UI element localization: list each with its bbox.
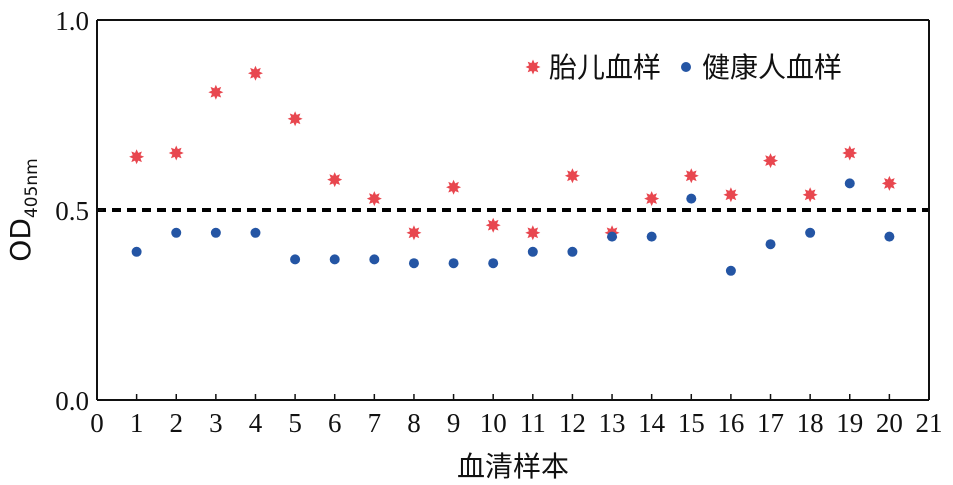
fetal-sample-point — [247, 65, 263, 81]
legend-label-fetal: 胎儿血样 — [549, 51, 661, 84]
healthy-sample-point — [488, 258, 499, 269]
healthy-sample-point — [607, 231, 618, 242]
healthy-sample-point — [290, 254, 301, 265]
healthy-sample-point — [844, 178, 855, 189]
x-tick-label: 11 — [520, 408, 546, 438]
x-tick-label: 7 — [368, 408, 382, 438]
x-tick-label: 21 — [916, 408, 943, 438]
tick-labels: 0 1 2 3 4 5 6 7 8 9 10 11 12 13 14 15 16 17 18 19 20 210.00.5… — [55, 6, 942, 438]
x-tick-label: 16 — [717, 408, 744, 438]
fetal-sample-point — [763, 153, 779, 169]
x-tick-label: 15 — [678, 408, 705, 438]
x-tick-label: 5 — [288, 408, 302, 438]
y-tick-label: 0.0 — [55, 386, 89, 416]
healthy-sample-point — [765, 239, 776, 250]
healthy-sample-point — [646, 231, 657, 242]
healthy-sample-point — [567, 246, 578, 257]
x-tick-label: 9 — [447, 408, 461, 438]
legend-marker-healthy — [681, 62, 691, 72]
x-tick-label: 2 — [169, 408, 183, 438]
fetal-sample-point — [525, 225, 541, 241]
x-tick-label: 1 — [130, 408, 144, 438]
healthy-sample-point — [329, 254, 340, 265]
legend: 胎儿血样 健康人血样 — [525, 51, 842, 84]
y-tick-label: 1.0 — [55, 6, 89, 36]
healthy-sample-point — [250, 227, 261, 238]
x-tick-label: 18 — [797, 408, 824, 438]
fetal-sample-point — [168, 145, 184, 161]
fetal-sample-point — [881, 175, 897, 191]
x-tick-label: 4 — [249, 408, 263, 438]
fetal-sample-point — [842, 145, 858, 161]
fetal-sample-point — [327, 172, 343, 188]
healthy-sample-point — [448, 258, 459, 269]
x-tick-label: 6 — [328, 408, 342, 438]
healthy-sample-point — [805, 227, 816, 238]
fetal-sample-point — [802, 187, 818, 203]
y-axis-title: OD405nm — [4, 158, 42, 261]
fetal-sample-point — [564, 168, 580, 184]
x-tick-label: 17 — [757, 408, 784, 438]
healthy-sample-point — [131, 246, 142, 257]
data-points — [129, 65, 897, 276]
fetal-sample-point — [644, 191, 660, 207]
fetal-sample-point — [485, 217, 501, 233]
healthy-sample-point — [171, 227, 182, 238]
x-tick-label: 14 — [638, 408, 666, 438]
x-tick-label: 0 — [90, 408, 104, 438]
y-axis-title-subscript: 405nm — [22, 158, 42, 218]
fetal-sample-point — [406, 225, 422, 241]
legend-marker-fetal — [525, 59, 541, 75]
fetal-sample-point — [287, 111, 303, 127]
x-tick-label: 12 — [559, 408, 586, 438]
x-tick-label: 20 — [876, 408, 903, 438]
healthy-sample-point — [884, 231, 895, 242]
fetal-sample-point — [446, 179, 462, 195]
healthy-sample-point — [527, 246, 538, 257]
x-tick-label: 3 — [209, 408, 223, 438]
fetal-sample-point — [683, 168, 699, 184]
healthy-sample-point — [408, 258, 419, 269]
x-tick-label: 8 — [407, 408, 421, 438]
y-tick-label: 0.5 — [55, 196, 89, 226]
fetal-sample-point — [366, 191, 382, 207]
y-axis-title-main: OD — [4, 218, 37, 262]
fetal-sample-point — [208, 84, 224, 100]
legend-label-healthy: 健康人血样 — [702, 51, 842, 84]
healthy-sample-point — [369, 254, 380, 265]
fetal-sample-point — [129, 149, 145, 165]
healthy-sample-point — [725, 265, 736, 276]
x-tick-label: 10 — [480, 408, 507, 438]
healthy-sample-point — [210, 227, 221, 238]
healthy-sample-point — [686, 193, 697, 204]
fetal-sample-point — [723, 187, 739, 203]
axes — [96, 19, 930, 401]
x-tick-label: 19 — [836, 408, 863, 438]
x-tick-label: 13 — [599, 408, 626, 438]
x-axis-title: 血清样本 — [457, 450, 569, 483]
